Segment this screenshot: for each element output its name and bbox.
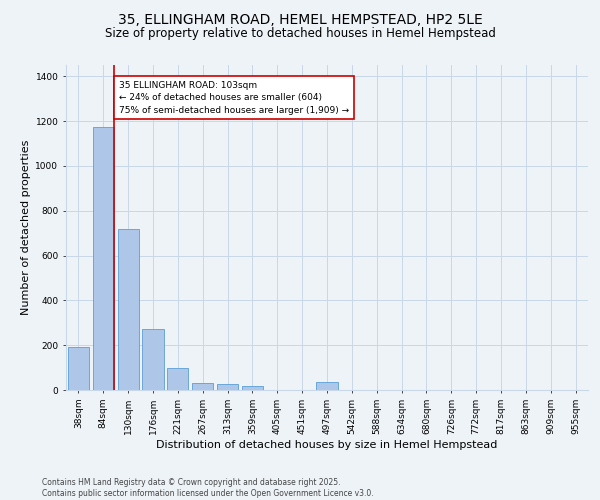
Bar: [68, 346, 89, 390]
Text: Size of property relative to detached houses in Hemel Hempstead: Size of property relative to detached ho…: [104, 28, 496, 40]
Text: 35, ELLINGHAM ROAD, HEMEL HEMPSTEAD, HP2 5LE: 35, ELLINGHAM ROAD, HEMEL HEMPSTEAD, HP2…: [118, 12, 482, 26]
Y-axis label: Number of detached properties: Number of detached properties: [21, 140, 31, 315]
Bar: [142, 330, 164, 390]
Bar: [167, 368, 188, 390]
Bar: [316, 382, 338, 390]
Bar: [118, 229, 139, 390]
Bar: [192, 382, 213, 390]
Text: Contains HM Land Registry data © Crown copyright and database right 2025.
Contai: Contains HM Land Registry data © Crown c…: [42, 478, 374, 498]
Bar: [93, 126, 114, 390]
Text: 35 ELLINGHAM ROAD: 103sqm
← 24% of detached houses are smaller (604)
75% of semi: 35 ELLINGHAM ROAD: 103sqm ← 24% of detac…: [119, 80, 349, 114]
Bar: [242, 386, 263, 390]
X-axis label: Distribution of detached houses by size in Hemel Hempstead: Distribution of detached houses by size …: [157, 440, 497, 450]
Bar: [217, 384, 238, 390]
